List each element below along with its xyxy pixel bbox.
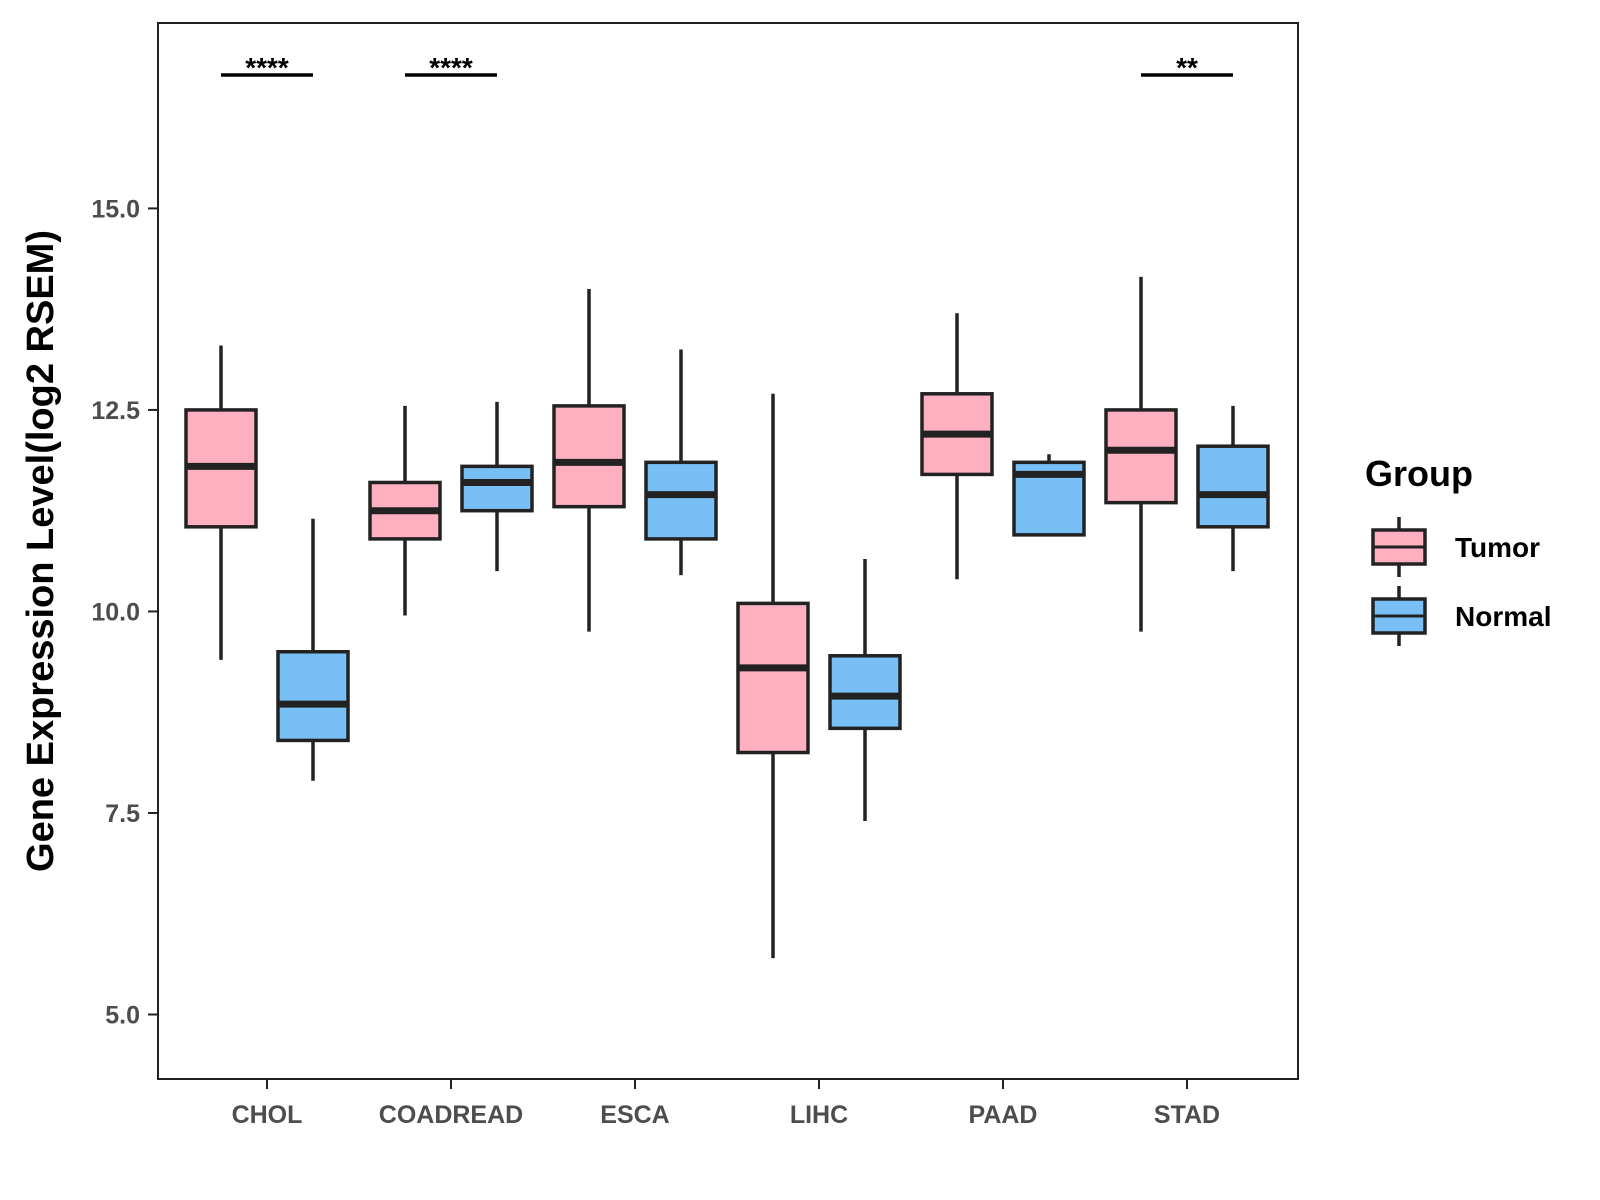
box-tumor-chol <box>184 345 258 660</box>
x-tick-label-chol: CHOL <box>232 1101 303 1129</box>
iqr-box <box>736 601 810 755</box>
iqr-box <box>828 654 902 731</box>
significance-coadread: **** <box>405 52 497 83</box>
box-normal-esca <box>644 349 718 576</box>
legend-entry-tumor: Tumor <box>1371 517 1540 577</box>
box-tumor-stad <box>1104 276 1178 632</box>
box-normal-lihc <box>828 559 902 822</box>
box-tumor-paad <box>920 313 994 580</box>
legend-title: Group <box>1365 453 1473 494</box>
y-tick-label: 15.0 <box>91 195 140 223</box>
box-tumor-coadread <box>368 405 442 616</box>
y-axis-label: Gene Expression Level(log2 RSEM) <box>20 230 62 872</box>
box-normal-chol <box>276 518 350 781</box>
y-tick-label: 10.0 <box>91 598 140 626</box>
box-normal-coadread <box>460 401 534 572</box>
y-tick-label: 12.5 <box>91 397 140 425</box>
iqr-box <box>460 464 534 513</box>
iqr-box <box>552 404 626 509</box>
significance-label: ** <box>1176 52 1198 83</box>
box-normal-paad <box>1012 454 1086 537</box>
significance-label: **** <box>429 52 473 83</box>
iqr-box <box>1196 444 1270 529</box>
box-tumor-esca <box>552 289 626 632</box>
y-tick-label: 5.0 <box>105 1002 140 1030</box>
iqr-box <box>276 650 350 743</box>
x-tick-label-esca: ESCA <box>600 1101 669 1129</box>
legend-entry-normal: Normal <box>1371 586 1551 646</box>
box-normal-stad <box>1196 405 1270 572</box>
iqr-box <box>644 460 718 541</box>
legend-label: Tumor <box>1455 532 1540 563</box>
x-tick-label-coadread: COADREAD <box>379 1101 523 1129</box>
significance-label: **** <box>245 52 289 83</box>
x-tick-label-paad: PAAD <box>969 1101 1038 1129</box>
y-tick-label: 7.5 <box>105 800 140 828</box>
significance-chol: **** <box>221 52 313 83</box>
x-tick-label-stad: STAD <box>1154 1101 1220 1129</box>
significance-stad: ** <box>1141 52 1233 83</box>
x-tick-label-lihc: LIHC <box>790 1101 848 1129</box>
legend-label: Normal <box>1455 601 1551 632</box>
plot-panel <box>157 22 1299 1080</box>
legend: Group Tumor Normal <box>1365 453 1551 646</box>
box-tumor-lihc <box>736 393 810 959</box>
iqr-box <box>1104 408 1178 505</box>
